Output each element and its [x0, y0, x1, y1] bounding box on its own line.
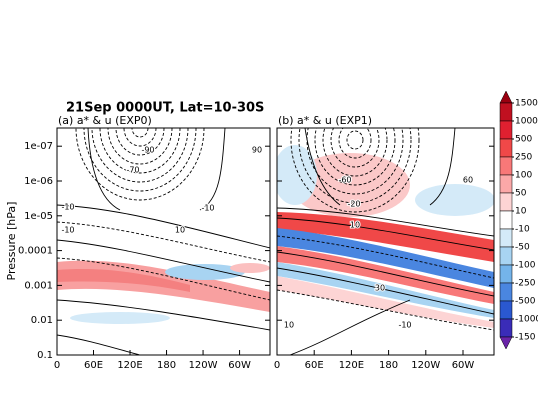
y-tick-label: 0.001	[24, 280, 53, 291]
colorbar-box	[499, 228, 513, 248]
contour-label: 90	[252, 146, 262, 155]
contour-label: -60	[338, 176, 351, 185]
x-tick-label: 180	[157, 360, 176, 371]
colorbar-box	[499, 174, 513, 194]
contours-a	[57, 128, 270, 355]
x-tick-label: 60E	[305, 360, 324, 371]
colorbar-label: 1000	[515, 117, 538, 127]
colorbar-label: 1500	[515, 99, 538, 109]
colorbar-box	[499, 102, 513, 122]
colorbar-label: 10	[515, 207, 527, 217]
y-tick-label: 1e-07	[24, 141, 53, 152]
colorbar-end	[499, 336, 513, 350]
contour-line	[290, 128, 420, 213]
colorbar-box	[499, 246, 513, 266]
x-tick-label: 120E	[117, 360, 142, 371]
y-tick-label: 0.1	[37, 350, 53, 361]
contour-label: -90	[141, 146, 154, 155]
colorbar-label: -500	[515, 297, 536, 307]
y-tick-label: 1e-06	[24, 176, 53, 187]
contours-b	[277, 128, 494, 355]
y-axis-label: Pressure [hPa]	[5, 202, 18, 281]
contour-line	[298, 128, 412, 204]
colorbar-box	[499, 192, 513, 212]
x-tick-label: 60W	[228, 360, 251, 371]
x-tick-label: 60E	[84, 360, 103, 371]
y-tick-label: 0.0001	[18, 246, 53, 257]
colorbar-box	[499, 156, 513, 176]
shading-b	[277, 145, 494, 328]
x-tick-label: 120E	[339, 360, 364, 371]
colorbar-label: 50	[515, 189, 527, 199]
colorbar-label: -1000	[515, 315, 538, 325]
y-tick-label: 1e-05	[24, 211, 53, 222]
colorbar-box	[499, 210, 513, 230]
panel-frame	[276, 127, 495, 356]
colorbar-label: -150	[515, 333, 536, 343]
contour-line	[322, 128, 388, 177]
colorbar-box	[499, 282, 513, 302]
x-tick-label: 0	[274, 360, 280, 371]
colorbar-label: -50	[515, 243, 530, 253]
contour-label: -10	[61, 226, 74, 235]
colorbar-box	[499, 120, 513, 140]
contour-label: 10	[284, 321, 294, 330]
contour-line	[99, 128, 181, 174]
colorbar-box	[499, 138, 513, 158]
contour-label: 60	[463, 176, 473, 185]
contour-label: 10	[175, 226, 185, 235]
colorbar-box	[499, 318, 513, 338]
contour-line	[314, 128, 396, 186]
colorbar-end	[499, 90, 513, 104]
y-tick-label: 0.01	[31, 315, 53, 326]
contour-line	[75, 128, 205, 201]
contour-line	[346, 130, 364, 150]
colorbar-label: -250	[515, 279, 536, 289]
contour-label: 10	[350, 221, 360, 230]
contour-line	[306, 128, 404, 195]
contour-label: -10	[201, 204, 214, 213]
contour-line	[338, 128, 372, 159]
contour-label: -10	[61, 203, 74, 212]
colorbar-box	[499, 300, 513, 320]
colorbar-label: -100	[515, 261, 536, 271]
contour-label: -70	[126, 166, 139, 175]
colorbar-box	[499, 264, 513, 284]
chart-title: 21Sep 0000UT, Lat=10-30S	[66, 101, 264, 116]
x-tick-label: 60W	[452, 360, 475, 371]
x-tick-label: 120W	[411, 360, 440, 371]
contour-line	[330, 128, 380, 168]
panel-title: (b) a* & u (EXP1)	[278, 114, 372, 127]
colorbar-label: -10	[515, 225, 530, 235]
x-tick-label: 0	[54, 360, 60, 371]
shading-a	[57, 260, 270, 324]
panel-frame	[56, 127, 271, 356]
contour-label: -20	[347, 200, 360, 209]
contour-line	[123, 128, 157, 147]
contour-line	[91, 128, 189, 183]
contour-label: 30	[375, 284, 385, 293]
x-tick-label: 120W	[189, 360, 218, 371]
panel-title: (a) a* & u (EXP0)	[58, 114, 152, 127]
x-tick-label: 180	[379, 360, 398, 371]
colorbar-label: 100	[515, 171, 532, 181]
contour-label: -10	[398, 321, 411, 330]
colorbar-label: 250	[515, 153, 532, 163]
colorbar-label: 500	[515, 135, 532, 145]
